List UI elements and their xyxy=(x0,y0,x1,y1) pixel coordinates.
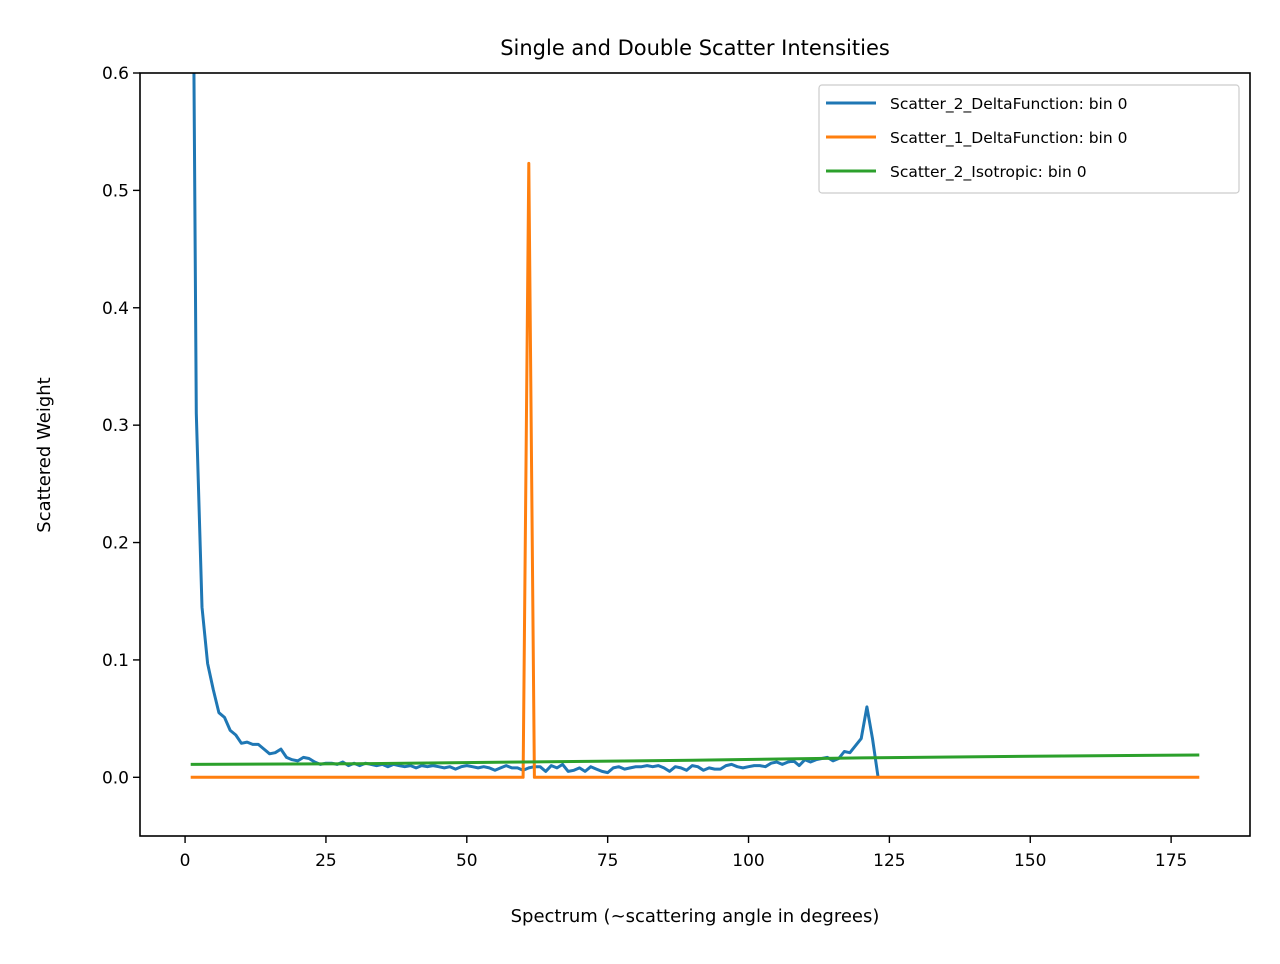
x-tick-label: 100 xyxy=(732,851,764,871)
y-tick-label: 0.0 xyxy=(102,768,129,788)
x-tick-label: 150 xyxy=(1014,851,1046,871)
y-tick-label: 0.2 xyxy=(102,534,129,554)
x-tick-label: 25 xyxy=(315,851,337,871)
y-tick-label: 0.3 xyxy=(102,416,129,436)
x-axis-label: Spectrum (~scattering angle in degrees) xyxy=(511,906,880,927)
x-tick-label: 75 xyxy=(597,851,619,871)
legend-box xyxy=(818,84,1240,194)
legend: Scatter_2_DeltaFunction: bin 0 Scatter_1_… xyxy=(818,84,1240,194)
y-tick-label: 0.6 xyxy=(102,64,129,84)
y-tick-label: 0.5 xyxy=(102,181,129,201)
series-line-1 xyxy=(190,161,1200,779)
x-tick-label: 175 xyxy=(1155,851,1187,871)
series-line-2 xyxy=(190,753,1200,766)
x-tick-label: 0 xyxy=(180,851,191,871)
chart-title: Single and Double Scatter Intensities xyxy=(500,36,890,60)
plot-area-frame xyxy=(139,72,1251,837)
y-axis-label: Scattered Weight xyxy=(34,377,55,532)
y-tick-label: 0.4 xyxy=(102,299,129,319)
y-tick-label: 0.1 xyxy=(102,651,129,671)
x-tick-label: 50 xyxy=(456,851,478,871)
x-tick-label: 125 xyxy=(873,851,905,871)
legend-label-1: Scatter_1_DeltaFunction: bin 0 xyxy=(890,129,1127,148)
legend-label-2: Scatter_2_Isotropic: bin 0 xyxy=(890,163,1087,182)
legend-label-0: Scatter_2_DeltaFunction: bin 0 xyxy=(890,95,1127,114)
